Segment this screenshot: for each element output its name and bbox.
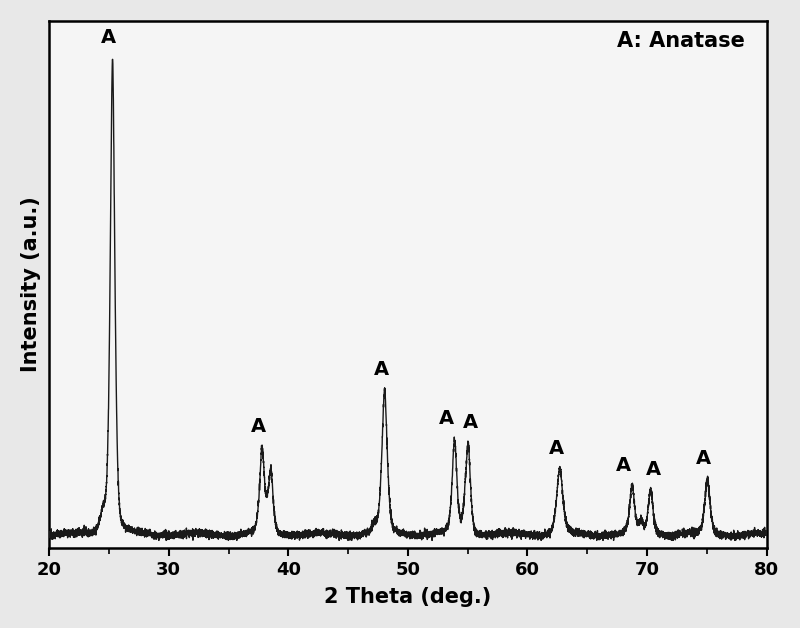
Text: A: A [438, 409, 454, 428]
Text: A: A [102, 28, 117, 47]
Text: A: A [549, 439, 564, 458]
Text: A: A [646, 460, 661, 479]
Text: A: Anatase: A: Anatase [618, 31, 745, 51]
Text: A: A [251, 418, 266, 436]
X-axis label: 2 Theta (deg.): 2 Theta (deg.) [324, 587, 491, 607]
Text: A: A [374, 360, 389, 379]
Text: A: A [463, 413, 478, 433]
Y-axis label: Intensity (a.u.): Intensity (a.u.) [21, 197, 41, 372]
Text: A: A [616, 455, 631, 475]
Text: A: A [696, 448, 711, 468]
